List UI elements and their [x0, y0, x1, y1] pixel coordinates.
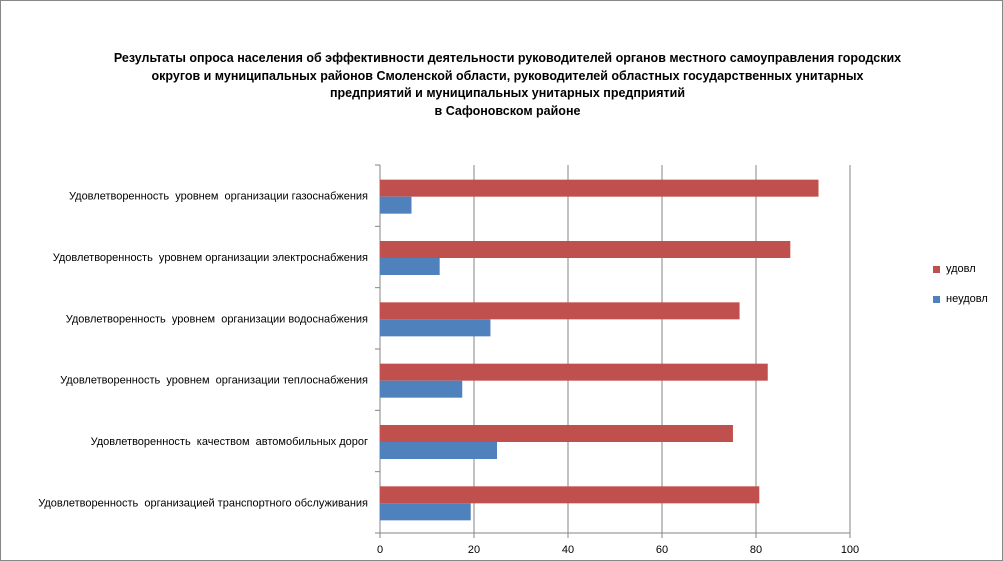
- legend-label-udovl: удовл: [946, 263, 976, 275]
- x-tick-label: 20: [468, 544, 480, 556]
- category-label: Удовлетворенность уровнем организации га…: [69, 191, 368, 203]
- chart-title: Результаты опроса населения об эффективн…: [60, 50, 955, 120]
- category-label: Удовлетворенность качеством автомобильны…: [91, 436, 368, 448]
- bar-neudovl: [380, 503, 471, 521]
- category-label: Удовлетворенность организацией транспорт…: [38, 497, 368, 509]
- category-label: Удовлетворенность уровнем организации эл…: [53, 252, 368, 264]
- x-tick-label: 100: [841, 544, 859, 556]
- bar-neudovl: [380, 196, 412, 214]
- x-tick-label: 0: [377, 544, 383, 556]
- legend-item-udovl: удовл: [933, 262, 988, 276]
- x-tick-label: 80: [750, 544, 762, 556]
- legend: удовл неудовл: [933, 262, 988, 322]
- x-tick-label: 40: [562, 544, 574, 556]
- legend-label-neudovl: неудовл: [946, 293, 988, 305]
- category-label: Удовлетворенность уровнем организации во…: [66, 313, 368, 325]
- bar-neudovl: [380, 380, 463, 398]
- bar-udovl: [380, 241, 791, 258]
- chart-title-line: округов и муниципальных районов Смоленск…: [151, 68, 864, 83]
- bar-udovl: [380, 425, 733, 442]
- bar-udovl: [380, 363, 768, 381]
- bar-udovl: [380, 179, 819, 197]
- chart-title-line: предприятий и муниципальных унитарных пр…: [329, 86, 686, 100]
- bar-neudovl: [380, 442, 498, 459]
- chart-title-line: Результаты опроса населения об эффективн…: [113, 51, 902, 65]
- legend-swatch-neudovl: [933, 295, 940, 303]
- x-tick-label: 60: [656, 544, 668, 556]
- category-label: Удовлетворенность уровнем организации те…: [60, 375, 368, 387]
- bar-neudovl: [380, 258, 440, 275]
- bar-neudovl: [380, 319, 491, 337]
- legend-swatch-udovl: [933, 265, 940, 273]
- bar-udovl: [380, 302, 740, 320]
- chart-title-line: в Сафоновском районе: [434, 103, 581, 118]
- legend-item-neudovl: неудовл: [933, 292, 988, 306]
- bar-udovl: [380, 486, 760, 504]
